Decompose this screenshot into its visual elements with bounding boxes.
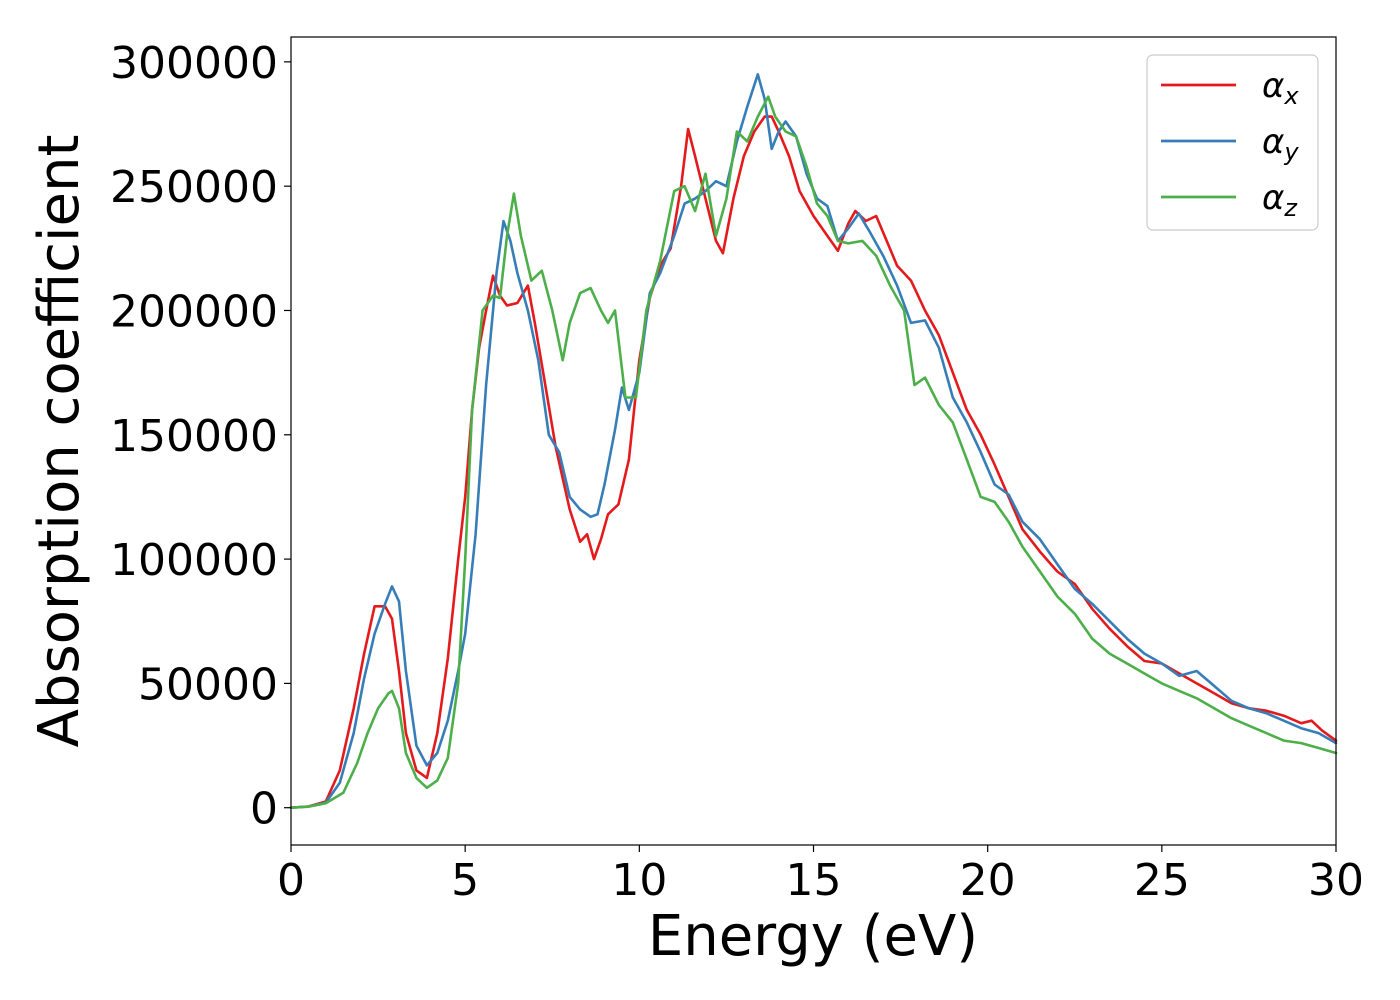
y-tick-label: 250000 [110, 162, 278, 213]
y-tick-label: 100000 [110, 535, 278, 586]
x-tick-label: 20 [960, 855, 1016, 906]
x-tick-label: 10 [611, 855, 667, 906]
x-tick-label: 25 [1134, 855, 1190, 906]
legend-subscript-y: y [1283, 138, 1299, 166]
series-line-z [289, 95, 1338, 810]
x-axis-title: Energy (eV) [648, 904, 978, 969]
x-tick-label: 15 [786, 855, 842, 906]
x-tick-label: 0 [277, 855, 305, 906]
series-layer [289, 73, 1338, 810]
y-tick-label: 150000 [110, 411, 278, 462]
y-tick-label: 200000 [110, 286, 278, 337]
legend-label-z: αz [1262, 178, 1298, 222]
x-axis-ticks: 0 5 10 15 20 25 30 [277, 845, 1364, 906]
x-tick-label: 30 [1308, 855, 1364, 906]
x-tick-label: 5 [451, 855, 479, 906]
y-axis-title: Absorption coefficient [27, 135, 92, 748]
y-tick-label: 50000 [138, 659, 278, 710]
legend-box [1146, 54, 1319, 231]
y-axis-ticks: 0 50000 100000 150000 200000 250000 300000 [110, 38, 291, 835]
y-tick-label: 300000 [110, 38, 278, 89]
series-line-x [289, 115, 1338, 810]
y-tick-label: 0 [250, 784, 278, 835]
legend-subscript-x: x [1283, 82, 1299, 110]
legend-subscript-z: z [1283, 194, 1298, 222]
